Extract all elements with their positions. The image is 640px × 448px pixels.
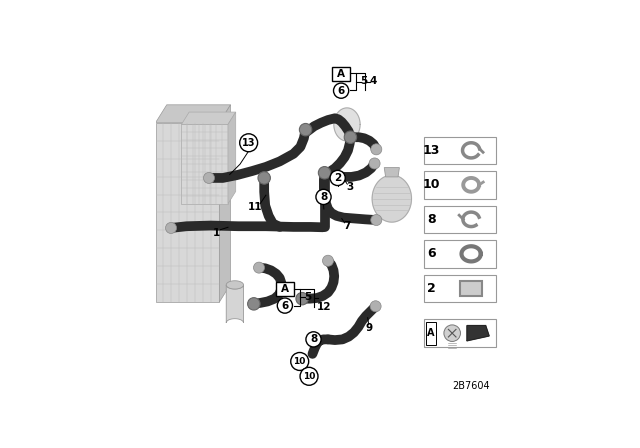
Polygon shape: [227, 281, 243, 289]
FancyBboxPatch shape: [332, 67, 350, 81]
Circle shape: [300, 367, 318, 385]
Circle shape: [300, 124, 312, 136]
Text: 5: 5: [360, 76, 367, 86]
Polygon shape: [181, 112, 236, 125]
Circle shape: [371, 215, 382, 225]
Polygon shape: [384, 168, 399, 177]
Circle shape: [316, 190, 331, 204]
Circle shape: [306, 332, 321, 347]
Text: 8: 8: [320, 192, 327, 202]
Text: 13: 13: [423, 144, 440, 157]
Circle shape: [296, 293, 308, 305]
Circle shape: [323, 255, 333, 266]
Circle shape: [333, 83, 349, 98]
Text: 11: 11: [248, 202, 263, 212]
Text: 4: 4: [370, 76, 377, 86]
Text: A: A: [281, 284, 289, 294]
Text: A: A: [337, 69, 345, 79]
FancyBboxPatch shape: [424, 206, 496, 233]
Circle shape: [444, 325, 460, 341]
Text: 10: 10: [294, 357, 306, 366]
Circle shape: [318, 167, 331, 179]
Circle shape: [370, 301, 381, 312]
Text: 10: 10: [423, 178, 440, 191]
FancyBboxPatch shape: [460, 281, 482, 296]
Text: 2B7604: 2B7604: [452, 381, 490, 391]
Text: 8: 8: [310, 334, 317, 345]
FancyBboxPatch shape: [424, 240, 496, 267]
Text: 3: 3: [346, 181, 353, 192]
FancyBboxPatch shape: [276, 282, 294, 296]
Polygon shape: [467, 326, 489, 341]
Text: 1: 1: [213, 228, 221, 238]
Text: 7: 7: [343, 221, 351, 231]
Circle shape: [330, 170, 345, 185]
Text: 6: 6: [427, 247, 436, 260]
Circle shape: [204, 172, 214, 184]
Text: 12: 12: [317, 302, 332, 312]
Circle shape: [344, 131, 356, 143]
Circle shape: [291, 353, 308, 370]
FancyBboxPatch shape: [426, 322, 436, 345]
Polygon shape: [372, 175, 412, 222]
Text: 2: 2: [334, 173, 341, 183]
Text: 8: 8: [427, 213, 436, 226]
Polygon shape: [156, 123, 220, 302]
Polygon shape: [228, 112, 236, 204]
Circle shape: [166, 223, 177, 233]
Circle shape: [277, 298, 292, 313]
Text: 5: 5: [305, 292, 312, 302]
Text: 2: 2: [427, 282, 436, 295]
Circle shape: [371, 144, 382, 155]
Text: 13: 13: [242, 138, 255, 148]
Circle shape: [253, 262, 264, 273]
Text: 6: 6: [337, 86, 345, 96]
Polygon shape: [181, 125, 228, 204]
Circle shape: [248, 297, 260, 310]
Circle shape: [258, 172, 270, 184]
Circle shape: [369, 158, 380, 169]
Text: 9: 9: [365, 323, 372, 333]
FancyBboxPatch shape: [424, 319, 496, 347]
Polygon shape: [220, 105, 230, 302]
Polygon shape: [156, 105, 230, 123]
FancyBboxPatch shape: [424, 275, 496, 302]
Text: A: A: [427, 328, 435, 338]
Text: 10: 10: [303, 372, 316, 381]
Circle shape: [240, 134, 258, 152]
FancyBboxPatch shape: [424, 171, 496, 198]
FancyBboxPatch shape: [424, 137, 496, 164]
Polygon shape: [226, 285, 243, 323]
Text: 6: 6: [281, 301, 289, 310]
Polygon shape: [334, 108, 360, 141]
